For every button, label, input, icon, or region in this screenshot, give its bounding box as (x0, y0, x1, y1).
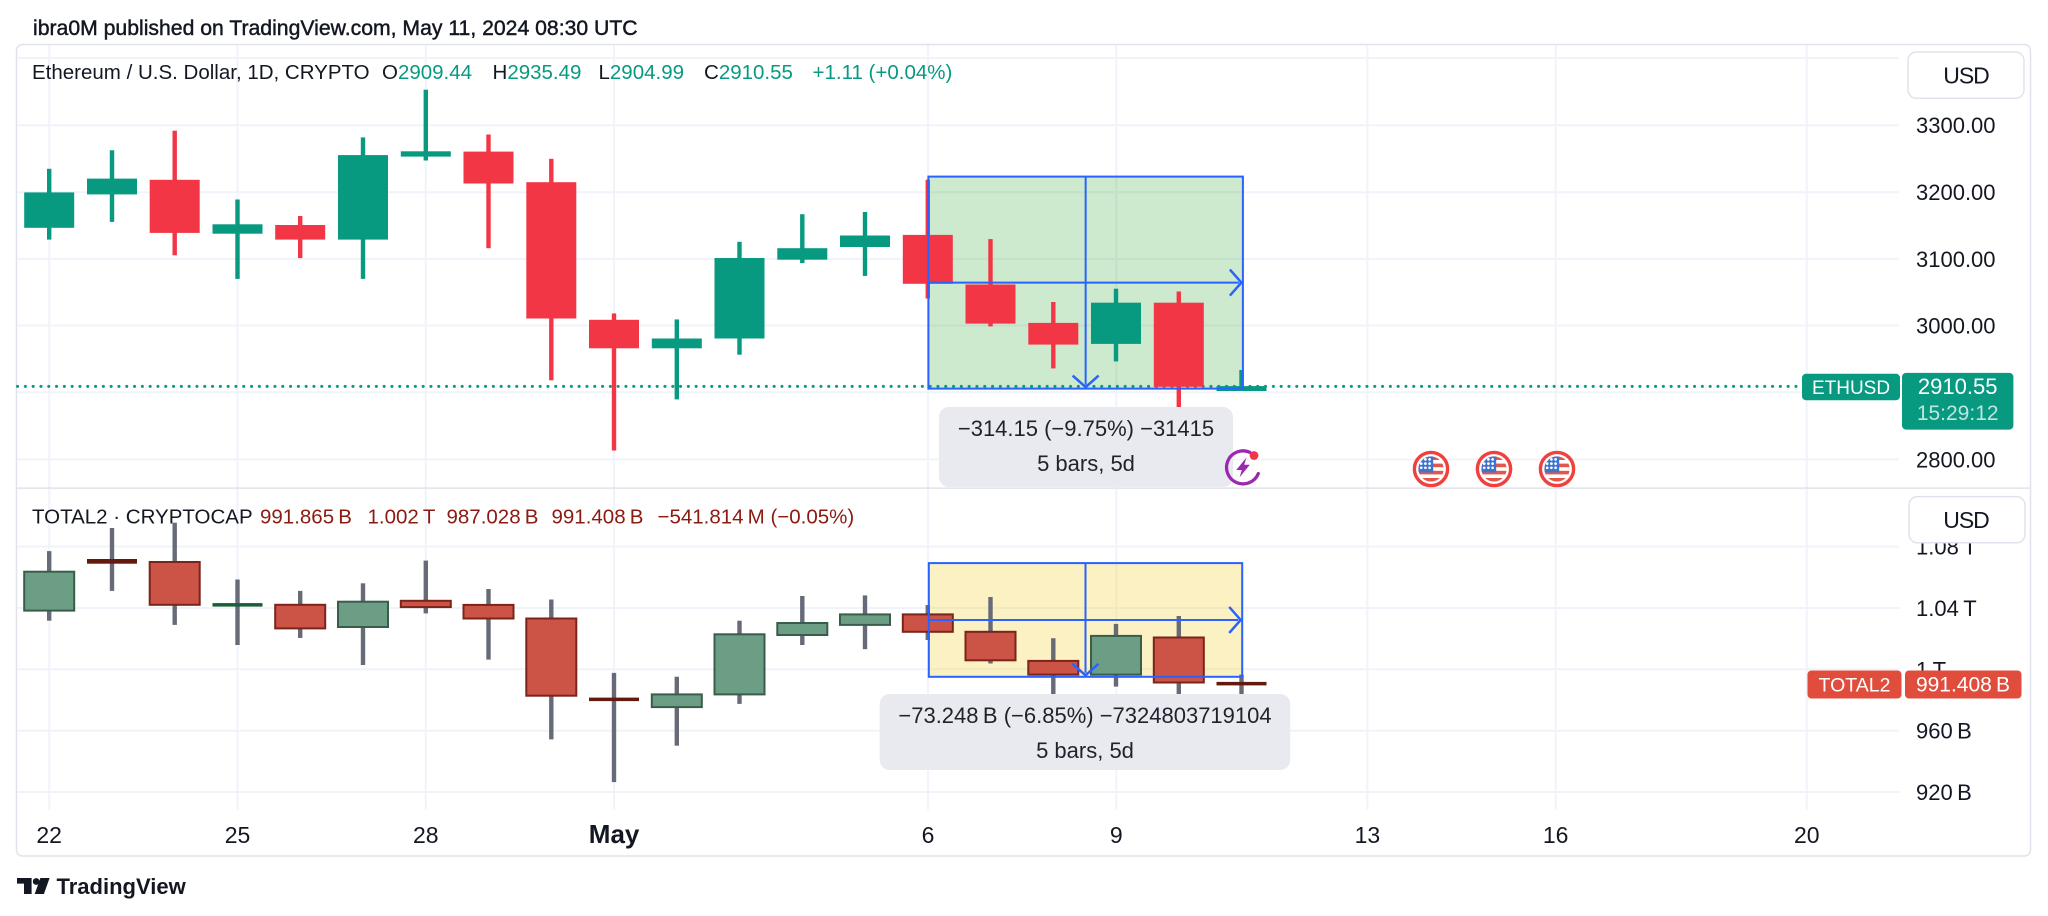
svg-text:2800.00: 2800.00 (1916, 447, 1996, 472)
svg-text:5 bars, 5d: 5 bars, 5d (1037, 451, 1135, 476)
svg-text:3100.00: 3100.00 (1916, 247, 1996, 272)
svg-text:960 B: 960 B (1916, 719, 1972, 744)
svg-text:O2909.44: O2909.44 (382, 61, 472, 84)
svg-text:+1.11 (+0.04%): +1.11 (+0.04%) (813, 61, 953, 84)
svg-text:2910.55: 2910.55 (1918, 374, 1998, 399)
svg-text:16: 16 (1543, 822, 1569, 848)
svg-text:TradingView: TradingView (57, 874, 187, 899)
svg-text:991.865 B: 991.865 B (260, 506, 352, 529)
svg-text:ibra0M published on TradingVie: ibra0M published on TradingView.com, May… (33, 17, 638, 40)
svg-text:May: May (589, 819, 640, 849)
svg-text:3000.00: 3000.00 (1916, 314, 1996, 339)
svg-text:−314.15 (−9.75%) −31415: −314.15 (−9.75%) −31415 (958, 416, 1214, 441)
svg-text:TOTAL2 · CRYPTOCAP: TOTAL2 · CRYPTOCAP (32, 506, 253, 529)
svg-text:5 bars, 5d: 5 bars, 5d (1036, 738, 1134, 763)
svg-text:C2910.55: C2910.55 (704, 61, 793, 84)
svg-text:−541.814 M (−0.05%): −541.814 M (−0.05%) (658, 506, 855, 529)
svg-text:L2904.99: L2904.99 (599, 61, 685, 84)
svg-text:3200.00: 3200.00 (1916, 180, 1996, 205)
svg-text:6: 6 (922, 822, 935, 848)
svg-text:USD: USD (1943, 62, 1989, 88)
svg-text:ETHUSD: ETHUSD (1812, 378, 1890, 399)
svg-text:9: 9 (1110, 822, 1123, 848)
svg-text:15:29:12: 15:29:12 (1917, 402, 1999, 425)
svg-text:USD: USD (1943, 507, 1989, 533)
svg-text:987.028 B: 987.028 B (447, 506, 539, 529)
svg-text:3300.00: 3300.00 (1916, 113, 1996, 138)
svg-text:25: 25 (225, 822, 251, 848)
svg-text:920 B: 920 B (1916, 780, 1972, 805)
svg-text:H2935.49: H2935.49 (493, 61, 582, 84)
svg-text:22: 22 (36, 822, 62, 848)
svg-text:Ethereum / U.S. Dollar, 1D, CR: Ethereum / U.S. Dollar, 1D, CRYPTO (32, 61, 370, 84)
svg-text:13: 13 (1355, 822, 1381, 848)
svg-text:1.04 T: 1.04 T (1916, 596, 1977, 621)
svg-text:1.002 T: 1.002 T (368, 506, 436, 529)
svg-text:991.408 B: 991.408 B (1916, 674, 2010, 697)
svg-text:TOTAL2: TOTAL2 (1819, 675, 1891, 697)
svg-text:28: 28 (413, 822, 439, 848)
svg-text:−73.248 B (−6.85%) −7324803719: −73.248 B (−6.85%) −7324803719104 (898, 703, 1271, 728)
svg-text:20: 20 (1794, 822, 1820, 848)
svg-text:991.408 B: 991.408 B (552, 506, 644, 529)
